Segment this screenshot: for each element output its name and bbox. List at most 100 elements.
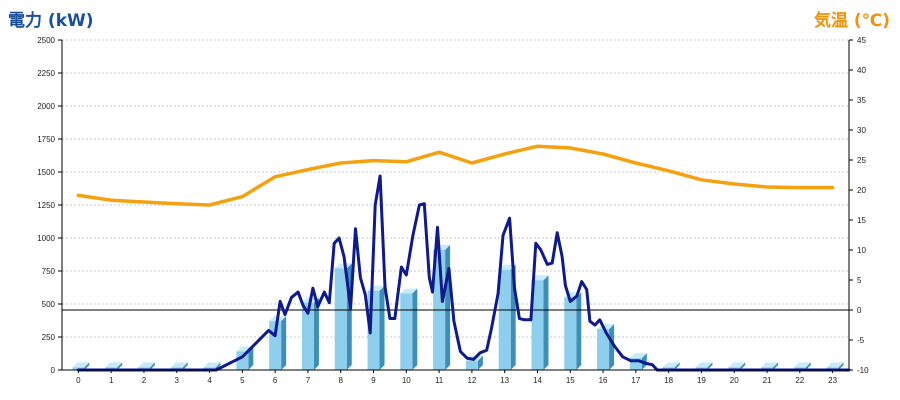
temperature-line <box>76 144 835 207</box>
x-tick-label: 18 <box>664 376 673 385</box>
left-tick-label: 500 <box>42 300 56 309</box>
bar-side <box>543 275 549 370</box>
bar <box>531 280 544 370</box>
bar-side <box>248 346 254 370</box>
bar-side <box>149 362 155 370</box>
right-tick-label: 0 <box>857 306 862 315</box>
left-tick-label: 250 <box>42 333 56 342</box>
x-tick-label: 11 <box>435 376 444 385</box>
bar-top <box>105 362 123 368</box>
left-tick-label: 1000 <box>37 234 55 243</box>
left-tick-label: 1500 <box>37 168 55 177</box>
bar <box>465 360 478 370</box>
x-tick-label: 2 <box>142 376 147 385</box>
bar-side <box>576 292 582 370</box>
x-tick-label: 12 <box>467 376 476 385</box>
x-tick-label: 3 <box>175 376 180 385</box>
x-tick-label: 13 <box>500 376 509 385</box>
left-tick-label: 1750 <box>37 135 55 144</box>
bar-top <box>334 263 352 269</box>
left-tick-label: 2500 <box>37 36 55 45</box>
x-tick-label: 21 <box>763 376 772 385</box>
power-bars <box>72 244 844 370</box>
bar-top <box>761 362 779 368</box>
left-axis-title: 電力 (kW) <box>8 11 94 31</box>
right-tick-label: 35 <box>857 96 866 105</box>
bar-top <box>531 275 549 281</box>
x-tick-label: 20 <box>730 376 739 385</box>
bar-side <box>674 362 680 370</box>
right-tick-label: -5 <box>857 336 865 345</box>
bar <box>498 269 511 370</box>
bar <box>400 293 413 370</box>
bar-top <box>203 362 221 368</box>
bar-top <box>400 288 418 294</box>
bar-side <box>773 362 779 370</box>
bar-side <box>805 362 811 370</box>
x-tick-label: 8 <box>339 376 344 385</box>
bar-top <box>170 362 188 368</box>
bar-side <box>838 362 844 370</box>
bar <box>334 268 347 370</box>
bar-side <box>740 362 746 370</box>
bar-side <box>445 244 451 370</box>
x-tick-label: 1 <box>109 376 114 385</box>
power-line <box>76 174 851 372</box>
right-tick-label: 40 <box>857 66 866 75</box>
bar-side <box>117 362 123 370</box>
bar-side <box>707 362 713 370</box>
x-tick-label: 14 <box>533 376 542 385</box>
bar-top <box>72 362 90 368</box>
bar-side <box>609 324 615 370</box>
x-tick-label: 22 <box>795 376 804 385</box>
right-tick-label: 10 <box>857 246 866 255</box>
bar-side <box>182 362 188 370</box>
x-tick-label: 16 <box>599 376 608 385</box>
bar-top <box>695 362 713 368</box>
right-tick-label: 30 <box>857 126 866 135</box>
bar-top <box>826 362 844 368</box>
bar <box>597 329 610 370</box>
bar-side <box>84 362 90 370</box>
right-tick-label: 5 <box>857 276 862 285</box>
bar-top <box>793 362 811 368</box>
x-tick-label: 6 <box>273 376 278 385</box>
x-tick-label: 9 <box>371 376 376 385</box>
x-tick-label: 4 <box>207 376 212 385</box>
right-tick-label: 45 <box>857 36 866 45</box>
x-tick-label: 19 <box>697 376 706 385</box>
bar-top <box>137 362 155 368</box>
right-tick-label: 25 <box>857 156 866 165</box>
left-tick-label: 750 <box>42 267 56 276</box>
x-tick-label: 23 <box>828 376 837 385</box>
x-tick-label: 7 <box>306 376 311 385</box>
grid-lines <box>62 39 849 338</box>
right-tick-label: 15 <box>857 216 866 225</box>
x-tick-label: 10 <box>402 376 411 385</box>
bar-side <box>313 297 319 370</box>
bar-side <box>477 355 483 370</box>
x-tick-label: 0 <box>76 376 81 385</box>
bar <box>301 302 314 370</box>
left-tick-label: 2000 <box>37 102 55 111</box>
right-tick-label: -10 <box>857 366 869 375</box>
bar-top <box>629 353 647 359</box>
bar-side <box>281 316 287 370</box>
right-axis-title: 気温 (℃) <box>813 11 890 31</box>
left-tick-label: 1250 <box>37 201 55 210</box>
bar-top <box>728 362 746 368</box>
x-tick-label: 15 <box>566 376 575 385</box>
bar-side <box>379 285 385 370</box>
bar <box>629 358 642 370</box>
left-tick-label: 0 <box>51 366 56 375</box>
right-tick-label: 20 <box>857 186 866 195</box>
left-tick-label: 2250 <box>37 69 55 78</box>
x-tick-label: 17 <box>631 376 640 385</box>
bar-top <box>662 362 680 368</box>
bar-side <box>412 288 418 370</box>
bar <box>236 351 249 370</box>
bar <box>564 297 577 370</box>
x-tick-label: 5 <box>240 376 245 385</box>
